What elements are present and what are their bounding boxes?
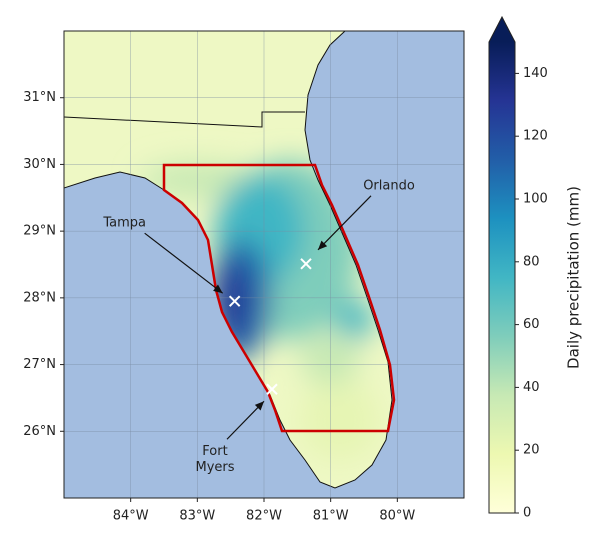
y-tick-label: 29°N bbox=[23, 224, 56, 239]
colorbar-extend bbox=[489, 17, 515, 42]
city-marker bbox=[266, 383, 278, 395]
colorbar-tick-label: 140 bbox=[523, 66, 548, 81]
state-border bbox=[64, 111, 305, 128]
y-tick-label: 26°N bbox=[23, 424, 56, 439]
x-tick-label: 80°W bbox=[379, 509, 415, 524]
y-tick-label: 30°N bbox=[23, 157, 56, 172]
arrow-shaft bbox=[144, 232, 224, 294]
x-tick-label: 83°W bbox=[179, 509, 215, 524]
colorbar-tick-label: 40 bbox=[523, 380, 540, 395]
city-label: Fort bbox=[202, 444, 227, 459]
x-tick-label: 84°W bbox=[113, 509, 149, 524]
marker-stroke bbox=[266, 383, 278, 395]
y-tick-label: 27°N bbox=[23, 357, 56, 372]
arrow-head bbox=[213, 284, 223, 294]
y-tick-label: 31°N bbox=[23, 90, 56, 105]
colorbar-tick-label: 0 bbox=[523, 506, 531, 521]
colorbar-body bbox=[489, 42, 515, 513]
graticule bbox=[64, 31, 464, 498]
colorbar-tick-label: 100 bbox=[523, 192, 548, 207]
city-label: Tampa bbox=[102, 216, 146, 231]
colorbar-frame bbox=[488, 15, 516, 514]
city-marker bbox=[300, 258, 312, 270]
colorbar-tick-label: 20 bbox=[523, 443, 540, 458]
colorbar-tick-label: 80 bbox=[523, 254, 540, 269]
study-region bbox=[162, 163, 396, 433]
marker-stroke bbox=[228, 295, 241, 307]
colorbar-label: Daily precipitation (mm) bbox=[565, 186, 583, 369]
city-label: Orlando bbox=[363, 178, 415, 193]
x-tick-label: 81°W bbox=[313, 509, 349, 524]
arrow-head bbox=[254, 401, 264, 411]
colorbar: 0 20 40 60 80 100 120 140 Daily precipitation (m… bbox=[488, 15, 583, 521]
x-tick-label: 82°W bbox=[246, 509, 282, 524]
city-label: Myers bbox=[195, 460, 234, 475]
colorbar-tick-label: 120 bbox=[523, 129, 548, 144]
colorbar-tick-label: 60 bbox=[523, 317, 540, 332]
city-marker bbox=[228, 295, 241, 307]
y-tick-label: 28°N bbox=[23, 290, 56, 305]
arrow-head bbox=[318, 240, 328, 250]
marker-stroke bbox=[300, 258, 312, 270]
arrow-shaft bbox=[317, 195, 372, 251]
map-area bbox=[64, 31, 464, 498]
